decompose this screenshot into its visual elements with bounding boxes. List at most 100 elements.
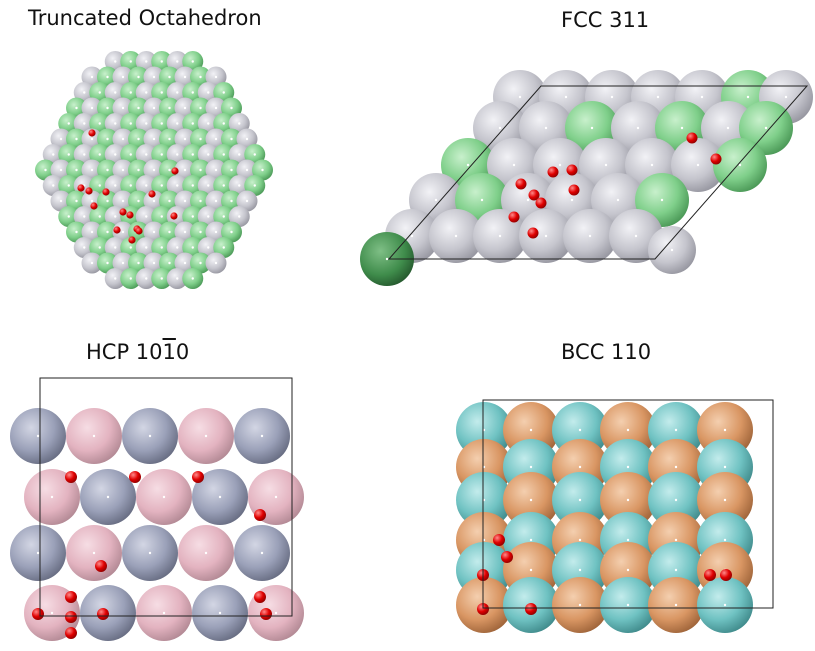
atom-center-marker <box>106 106 109 110</box>
oxygen-atom <box>65 591 77 603</box>
atom-center-marker <box>260 551 264 555</box>
atom-center-marker <box>114 153 117 156</box>
atom-center-marker <box>168 75 171 79</box>
atom-center-marker <box>191 215 194 218</box>
atom-center-marker <box>67 215 70 218</box>
atom-center-marker <box>604 163 608 167</box>
oxygen-atom <box>129 471 141 483</box>
oxygen-atom <box>113 226 121 234</box>
atom-center-marker <box>145 91 148 94</box>
atom-center-marker <box>152 230 156 234</box>
oxygen-atom <box>260 608 272 620</box>
oxygen-atom <box>171 167 179 175</box>
atom-center-marker <box>137 261 140 265</box>
atom-center-marker <box>578 465 582 469</box>
atom-center-marker <box>183 168 187 172</box>
atom-center-marker <box>52 184 55 187</box>
atom-center-marker <box>160 122 163 125</box>
atom-center-marker <box>145 246 148 249</box>
atom-center-marker <box>162 495 166 499</box>
oxygen-atom <box>710 153 722 165</box>
title-fcc-311: FCC 311 <box>561 8 650 32</box>
atom-center-marker <box>466 163 470 167</box>
atom-center-marker <box>454 234 458 238</box>
atom-center-marker <box>114 122 117 125</box>
atom-center-marker <box>738 163 742 167</box>
oxygen-atom <box>90 202 98 210</box>
atom-center-marker <box>168 168 171 172</box>
truncated-octahedron-cluster <box>35 51 273 289</box>
atom-center-marker <box>700 95 704 99</box>
atom-center-marker <box>160 60 163 63</box>
atom-center-marker <box>160 91 163 94</box>
atom-center-marker <box>726 126 730 130</box>
atom-center-marker <box>67 184 70 187</box>
atom-center-marker <box>129 60 132 63</box>
atom-center-marker <box>222 91 225 94</box>
atom-center-marker <box>121 230 125 234</box>
oxygen-atom <box>720 569 732 581</box>
atom-center-marker <box>90 137 94 141</box>
oxygen-atom <box>254 591 266 603</box>
atom-center-marker <box>129 184 132 187</box>
atom-center-marker <box>114 246 117 249</box>
atom-center-marker <box>106 168 109 172</box>
oxygen-atom <box>65 611 77 623</box>
atom-center-marker <box>207 184 210 187</box>
atom-center-marker <box>191 122 194 125</box>
atom-center-marker <box>207 122 210 125</box>
title-hcp-prefix: HCP 10 <box>86 340 163 364</box>
oxygen-atom <box>704 569 716 581</box>
atom-center-marker <box>385 257 389 261</box>
atom-center-marker <box>191 153 194 156</box>
atom-center-marker <box>261 168 264 172</box>
atom-center-marker <box>98 184 101 187</box>
atom-center-marker <box>83 246 86 249</box>
atom-center-marker <box>578 428 582 432</box>
atom-center-marker <box>518 95 522 99</box>
atom-center-marker <box>480 198 484 202</box>
atom-center-marker <box>723 498 727 502</box>
atom-center-marker <box>204 434 208 438</box>
oxygen-atom <box>527 227 539 239</box>
atom-center-marker <box>106 230 109 234</box>
atom-center-marker <box>183 261 187 265</box>
atom-center-marker <box>434 198 438 202</box>
atom-center-marker <box>214 75 218 79</box>
atom-center-marker <box>160 277 163 280</box>
atom-center-marker <box>137 168 140 172</box>
atom-center-marker <box>114 184 117 187</box>
atom-center-marker <box>191 246 194 249</box>
atom-center-marker <box>230 168 233 172</box>
title-hcp-1010: HCP 1010 <box>86 340 189 364</box>
atom-center-marker <box>98 91 101 94</box>
atom-center-marker <box>245 199 249 203</box>
atom-center-marker <box>238 215 241 218</box>
atom-center-marker <box>674 465 678 469</box>
atom-center-marker <box>160 184 163 187</box>
atom-center-marker <box>214 106 218 110</box>
atom-center-marker <box>52 153 55 156</box>
fcc-311-slab <box>360 70 813 286</box>
atom-center-marker <box>274 611 278 615</box>
atom-center-marker <box>129 91 132 94</box>
atom-center-marker <box>92 551 96 555</box>
atom-center-marker <box>626 498 630 502</box>
atom-center-marker <box>114 91 117 94</box>
fcc-unit-cell <box>387 85 809 260</box>
oxygen-atom <box>493 534 505 546</box>
atom-center-marker <box>75 230 78 234</box>
atom-center-marker <box>152 106 156 110</box>
atom-center-marker <box>529 465 533 469</box>
atom-center-marker <box>176 122 179 125</box>
atom-center-marker <box>199 230 202 234</box>
atom-center-marker <box>590 126 594 130</box>
oxygen-atom <box>126 211 134 219</box>
atom-center-marker <box>656 95 660 99</box>
atom-center-marker <box>137 106 140 110</box>
title-hcp-suffix: 0 <box>175 340 190 364</box>
atom-center-marker <box>90 230 94 234</box>
atom-center-marker <box>218 495 222 499</box>
atom-center-marker <box>260 434 264 438</box>
